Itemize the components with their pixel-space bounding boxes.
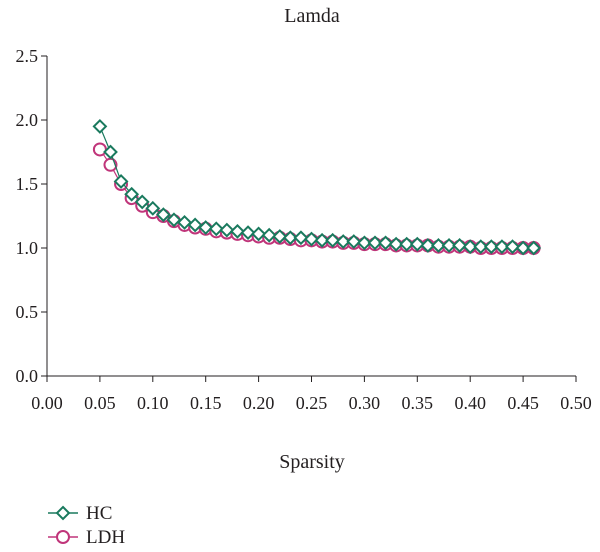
x-tick-label: 0.20 [243,393,275,413]
data-point-hc [314,232,330,248]
chart-title: Lamda [284,5,340,27]
data-point-hc [240,225,256,241]
y-tick-label: 1.5 [16,174,39,194]
legend-label-ldh: LDH [86,527,125,548]
data-point-ldh [92,142,107,157]
data-point-hc [399,236,415,252]
data-point-hc [113,174,129,189]
x-tick-label: 0.10 [137,393,169,413]
data-point-hc [367,235,383,251]
data-point-hc [388,236,404,252]
data-point-hc [282,230,298,246]
data-point-hc [483,239,499,255]
legend-marker-ldh [56,530,70,544]
data-point-hc [177,214,192,230]
axes [46,56,576,377]
data-point-hc [452,238,468,253]
series-line-ldh [99,149,534,249]
y-tick-label: 2.0 [16,110,39,130]
data-point-hc [198,220,214,235]
data-point-hc [166,212,182,228]
data-point-hc [346,234,362,250]
y-tick-label: 0.5 [16,302,39,322]
data-point-hc [473,239,489,255]
x-tick-label: 0.00 [31,393,63,413]
x-tick-label: 0.45 [507,393,539,413]
data-point-hc [378,235,393,251]
series-layer [92,118,542,256]
legend-item-hc: HC [48,503,112,524]
x-tick-label: 0.35 [402,393,434,413]
data-point-hc [124,186,140,202]
data-point-hc [145,200,161,216]
x-tick-label: 0.50 [560,393,592,413]
series-hc [92,118,542,256]
data-point-hc [230,223,245,239]
data-point-hc [325,232,341,248]
y-tick-label: 2.5 [16,46,39,66]
x-tick-label: 0.40 [454,393,486,413]
legend-label-hc: HC [86,503,112,524]
x-tick-label: 0.15 [190,393,222,413]
data-point-hc [155,207,171,223]
y-tick-label: 0.0 [16,366,39,386]
data-point-hc [505,239,520,255]
data-point-hc [251,226,267,242]
data-point-hc [462,239,478,255]
legend-marker-hc [55,505,71,521]
data-point-hc [420,238,436,253]
y-tick-label: 1.0 [16,238,39,258]
legend: HC LDH [48,503,125,548]
x-tick-label: 0.25 [296,393,328,413]
x-tick-label: 0.05 [84,393,116,413]
data-point-hc [272,229,288,244]
x-axis-label: Sparsity [279,451,345,473]
data-point-hc [103,144,118,160]
data-point-hc [494,239,510,255]
data-point-hc [219,222,235,238]
data-point-hc [187,217,203,233]
data-point-hc [526,240,542,256]
data-point-hc [134,194,150,210]
data-point-hc [356,235,372,251]
data-point-hc [335,234,351,250]
x-ticks: 0.00 0.05 0.10 0.15 0.20 0.25 0.30 0.35 0.40 0.45… [31,376,592,413]
data-point-hc [261,227,277,243]
data-point-hc [515,240,531,256]
legend-item-ldh: LDH [48,527,125,548]
data-point-hc [293,230,309,246]
x-tick-label: 0.30 [349,393,381,413]
y-ticks: 0.0 0.5 1.0 1.5 2.0 2.5 [16,46,47,386]
data-point-hc [304,231,319,247]
data-point-hc [431,238,446,253]
data-point-hc [92,118,108,134]
series-line-hc [99,126,534,249]
data-point-hc [409,236,425,252]
data-point-hc [441,238,457,253]
data-point-hc [208,221,224,237]
